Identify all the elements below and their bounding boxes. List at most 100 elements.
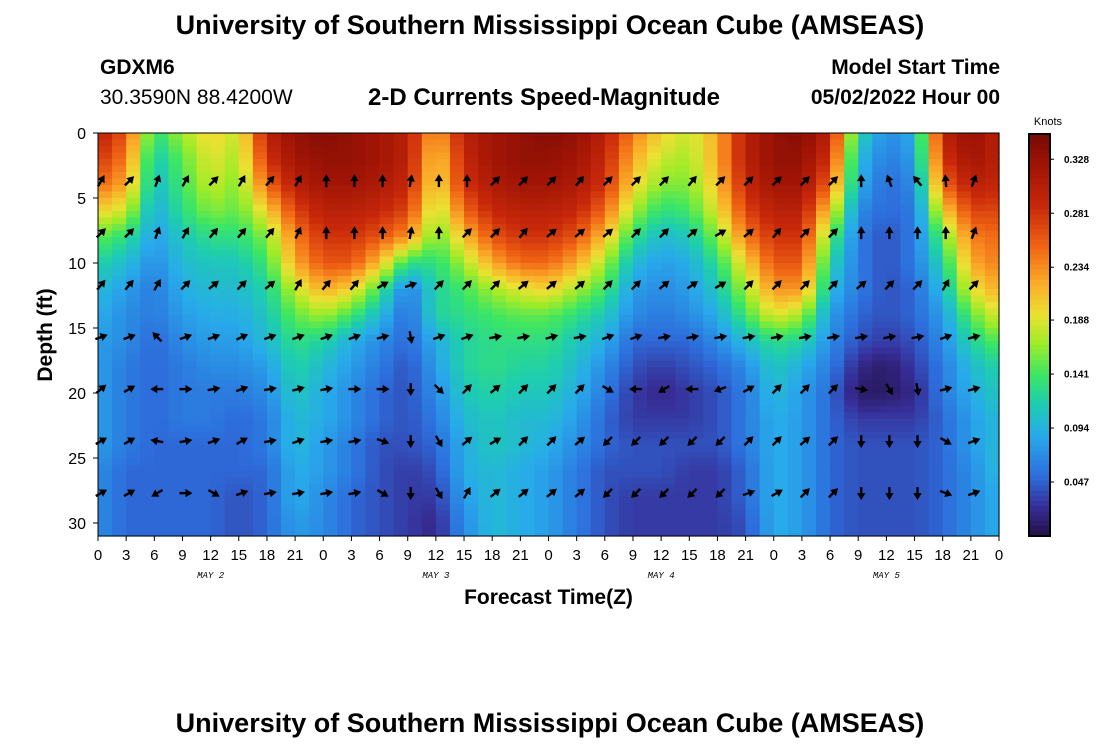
heatmap-cell <box>647 503 662 511</box>
heatmap-cell <box>393 308 409 316</box>
current-arrow <box>404 281 418 290</box>
heatmap-cell <box>492 529 507 537</box>
heatmap-cell <box>661 315 676 323</box>
heatmap-cell <box>506 224 521 232</box>
heatmap-cell <box>773 373 789 381</box>
current-arrow <box>687 436 698 447</box>
heatmap-cell <box>266 432 282 440</box>
heatmap-cell <box>140 308 155 316</box>
current-arrow <box>489 488 501 498</box>
heatmap-cell <box>238 445 254 453</box>
heatmap-cell <box>830 529 845 537</box>
heatmap-cell <box>647 315 662 323</box>
heatmap-cell <box>168 172 184 180</box>
colorbar-segment <box>1029 199 1050 205</box>
heatmap-cell <box>928 289 944 297</box>
heatmap-cell <box>154 373 169 381</box>
current-arrow <box>743 176 754 187</box>
heatmap-cell <box>238 230 254 238</box>
heatmap-cell <box>182 172 198 180</box>
heatmap-cell <box>858 490 873 498</box>
heatmap-cell <box>886 503 902 511</box>
heatmap-cell <box>661 159 676 167</box>
heatmap-cell <box>478 432 493 440</box>
heatmap-cell <box>140 237 155 245</box>
heatmap-cell <box>548 393 564 401</box>
heatmap-cell <box>830 204 845 212</box>
heatmap-cell <box>435 133 451 141</box>
heatmap-cell <box>548 445 564 453</box>
heatmap-cell <box>661 276 676 284</box>
heatmap-cell <box>323 224 338 232</box>
heatmap-cell <box>393 159 409 167</box>
current-arrow <box>743 280 754 291</box>
heatmap-cell <box>168 289 184 297</box>
heatmap-cell <box>590 406 606 414</box>
heatmap-cell <box>801 315 817 323</box>
heatmap-cell <box>787 438 803 446</box>
current-arrow <box>658 280 670 290</box>
heatmap-cell <box>182 243 198 251</box>
heatmap-cell <box>421 399 437 407</box>
heatmap-cell <box>365 328 381 336</box>
heatmap-cell <box>675 224 690 232</box>
heatmap-cell <box>365 185 381 193</box>
heatmap-cell <box>238 191 254 199</box>
heatmap-cell <box>562 477 578 485</box>
heatmap-cell <box>224 133 240 141</box>
heatmap-cell <box>238 380 254 388</box>
heatmap-cell <box>351 432 367 440</box>
heatmap-cell <box>492 425 507 433</box>
heatmap-cell <box>632 412 648 420</box>
heatmap-cell <box>421 471 437 479</box>
heatmap-cell <box>914 425 930 433</box>
heatmap-cell <box>703 185 719 193</box>
heatmap-cell <box>506 334 521 342</box>
heatmap-cell <box>407 373 423 381</box>
heatmap-cell <box>492 178 507 186</box>
heatmap-cell <box>914 529 930 537</box>
heatmap-cell <box>815 165 831 173</box>
heatmap-cell <box>548 191 564 199</box>
heatmap-cell <box>168 217 184 225</box>
current-arrow <box>517 488 529 498</box>
heatmap-cell <box>830 308 845 316</box>
heatmap-cell <box>815 308 831 316</box>
x-tick-label: 18 <box>484 547 501 564</box>
heatmap-cell <box>323 289 338 297</box>
y-tick-label: 15 <box>68 321 86 338</box>
heatmap-cell <box>590 354 606 362</box>
heatmap-cell <box>970 373 986 381</box>
heatmap-cell <box>449 477 465 485</box>
heatmap-cell <box>675 165 690 173</box>
heatmap-cell <box>126 386 141 394</box>
heatmap-cell <box>323 321 338 329</box>
heatmap-cell <box>675 146 690 154</box>
heatmap-cell <box>154 250 169 258</box>
heatmap-cell <box>858 451 873 459</box>
heatmap-cell <box>478 321 493 329</box>
heatmap-cell <box>126 425 141 433</box>
heatmap-cell <box>379 146 395 154</box>
current-arrow <box>546 176 557 187</box>
heatmap-cell <box>309 484 324 492</box>
heatmap-cell <box>112 243 127 251</box>
heatmap-cell <box>281 373 296 381</box>
heatmap-cell <box>661 380 676 388</box>
heatmap-cell <box>773 243 789 251</box>
heatmap-cell <box>393 477 409 485</box>
heatmap-cell <box>830 256 845 264</box>
heatmap-cell <box>379 191 395 199</box>
current-arrow <box>124 279 134 291</box>
heatmap-cell <box>126 510 141 518</box>
heatmap-cell <box>266 269 282 277</box>
heatmap-cell <box>492 464 507 472</box>
colorbar-segment <box>1029 465 1050 472</box>
heatmap-cell <box>900 425 916 433</box>
heatmap-cell <box>323 484 338 492</box>
heatmap-cell <box>844 321 859 329</box>
heatmap-cell <box>928 458 944 466</box>
heatmap-cell <box>98 250 113 258</box>
colorbar-segment <box>1029 169 1050 175</box>
heatmap-cell <box>168 458 184 466</box>
